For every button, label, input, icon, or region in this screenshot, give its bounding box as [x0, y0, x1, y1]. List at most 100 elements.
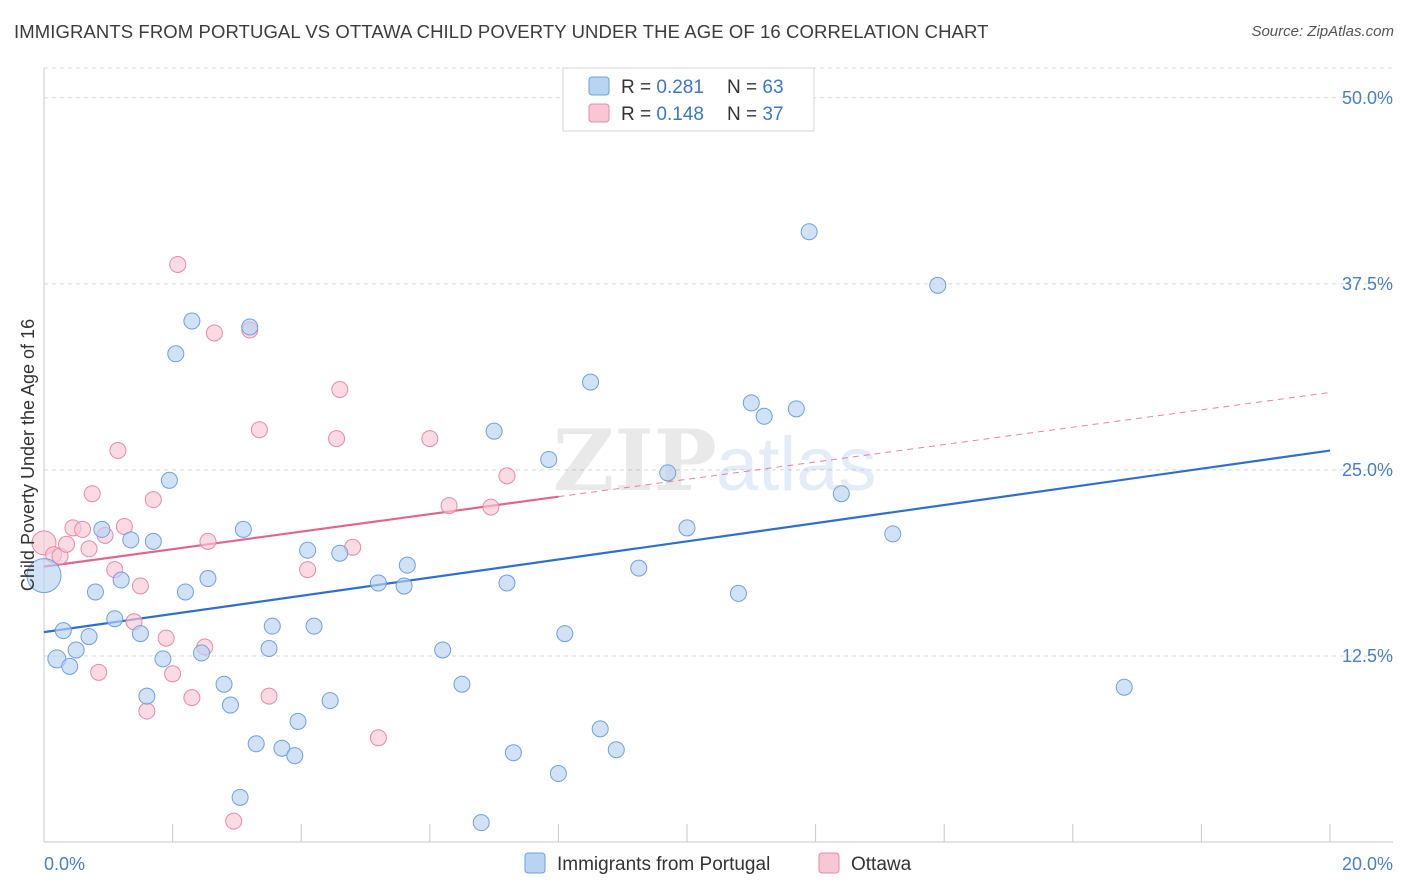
portugal-point [263, 617, 281, 635]
portugal-point [540, 450, 558, 468]
portugal-point [54, 622, 72, 640]
legend-swatch-blue [588, 76, 610, 96]
ottawa-trend-line [43, 495, 559, 568]
watermark-zip: ZIP [553, 411, 717, 510]
ottawa-point [144, 491, 162, 509]
portugal-point [199, 570, 217, 588]
portugal-point [215, 675, 233, 693]
portugal-point [61, 657, 79, 675]
series-legend-label-ottawa: Ottawa [851, 854, 912, 875]
series-legend-swatch-ottawa [818, 852, 840, 874]
ottawa-point [260, 687, 278, 705]
ottawa-point [164, 665, 182, 683]
portugal-point [929, 276, 947, 294]
portugal-point [729, 584, 747, 602]
axes [43, 68, 1393, 843]
portugal-point [231, 788, 249, 806]
y-tick-labels: 12.5% 25.0% 37.5% 50.0% [1342, 88, 1393, 666]
portugal-point [234, 520, 252, 538]
portugal-point [93, 520, 111, 538]
x-ticks [43, 824, 1331, 842]
ottawa-point [482, 498, 500, 516]
y-axis-title: Child Poverty Under the Age of 16 [18, 319, 38, 591]
portugal-point [122, 531, 140, 549]
legend-r-value-1: 0.281 [656, 77, 704, 98]
ottawa-point [225, 812, 243, 830]
portugal-point [504, 744, 522, 762]
ottawa-point [183, 689, 201, 707]
ottawa-point [90, 663, 108, 681]
portugal-point [112, 571, 130, 589]
portugal-point [67, 641, 85, 659]
portugal-point [106, 610, 124, 628]
ottawa-point [331, 381, 349, 399]
portugal-point [369, 574, 387, 592]
y-tick-label: 50.0% [1342, 88, 1393, 108]
portugal-point [453, 675, 471, 693]
y-tick-label: 37.5% [1342, 274, 1393, 294]
portugal-trend-line [43, 449, 1331, 634]
x-tick-label-max: 20.0% [1342, 854, 1393, 874]
legend-r-label-2: R = 0.148 [621, 104, 704, 125]
portugal-point [154, 650, 172, 668]
series-legend: Immigrants from Portugal Ottawa [524, 852, 912, 875]
ottawa-point [250, 421, 268, 439]
portugal-point [485, 422, 503, 440]
ottawa-point [169, 255, 187, 273]
watermark-atlas: atlas [716, 422, 877, 507]
portugal-point [1115, 678, 1133, 696]
portugal-point [305, 617, 323, 635]
portugal-point [321, 692, 339, 710]
portugal-point [678, 519, 696, 537]
ottawa-point [83, 485, 101, 503]
portugal-point [86, 583, 104, 601]
portugal-point [742, 394, 760, 412]
portugal-point [630, 559, 648, 577]
portugal-point [549, 765, 567, 783]
portugal-point [472, 814, 490, 832]
portugal-point [167, 345, 185, 363]
ottawa-point [138, 702, 156, 720]
correlation-legend: R = 0.281 N = 63 R = 0.148 N = 37 [562, 67, 815, 132]
portugal-point [289, 712, 307, 730]
portugal-point [193, 644, 211, 662]
portugal-point [755, 407, 773, 425]
portugal-point [591, 720, 609, 738]
ottawa-point [199, 532, 217, 550]
legend-n-label-1: N = 63 [727, 77, 784, 98]
portugal-point [299, 541, 317, 559]
portugal-point [160, 471, 178, 489]
portugal-point [498, 574, 516, 592]
portugal-point [221, 696, 239, 714]
portugal-point [884, 525, 902, 543]
ottawa-point [80, 540, 98, 558]
ottawa-point [440, 497, 458, 515]
ottawa-point [74, 520, 92, 538]
legend-n-value-1: 63 [762, 77, 783, 98]
portugal-point [247, 735, 265, 753]
ottawa-point [157, 629, 175, 647]
portugal-point [241, 318, 259, 336]
portugal-point [800, 223, 818, 241]
portugal-point [286, 747, 304, 765]
ottawa-point [498, 467, 516, 485]
ottawa-point [299, 561, 317, 579]
portugal-point [260, 640, 278, 657]
legend-n-value-2: 37 [762, 104, 783, 125]
portugal-point [787, 400, 805, 418]
x-tick-label-min: 0.0% [44, 854, 85, 874]
portugal-point [556, 625, 574, 643]
portugal-point [434, 641, 452, 659]
y-tick-label: 25.0% [1342, 460, 1393, 480]
portugal-points [26, 223, 1133, 832]
portugal-point [176, 583, 194, 601]
series-legend-label-portugal: Immigrants from Portugal [557, 854, 770, 875]
ottawa-point [421, 430, 439, 448]
ottawa-points [31, 255, 516, 830]
portugal-point [331, 544, 349, 562]
watermark: ZIP atlas [553, 411, 877, 510]
legend-n-label-2: N = 37 [727, 104, 784, 125]
portugal-point [398, 556, 416, 574]
series-legend-swatch-portugal [524, 852, 546, 874]
